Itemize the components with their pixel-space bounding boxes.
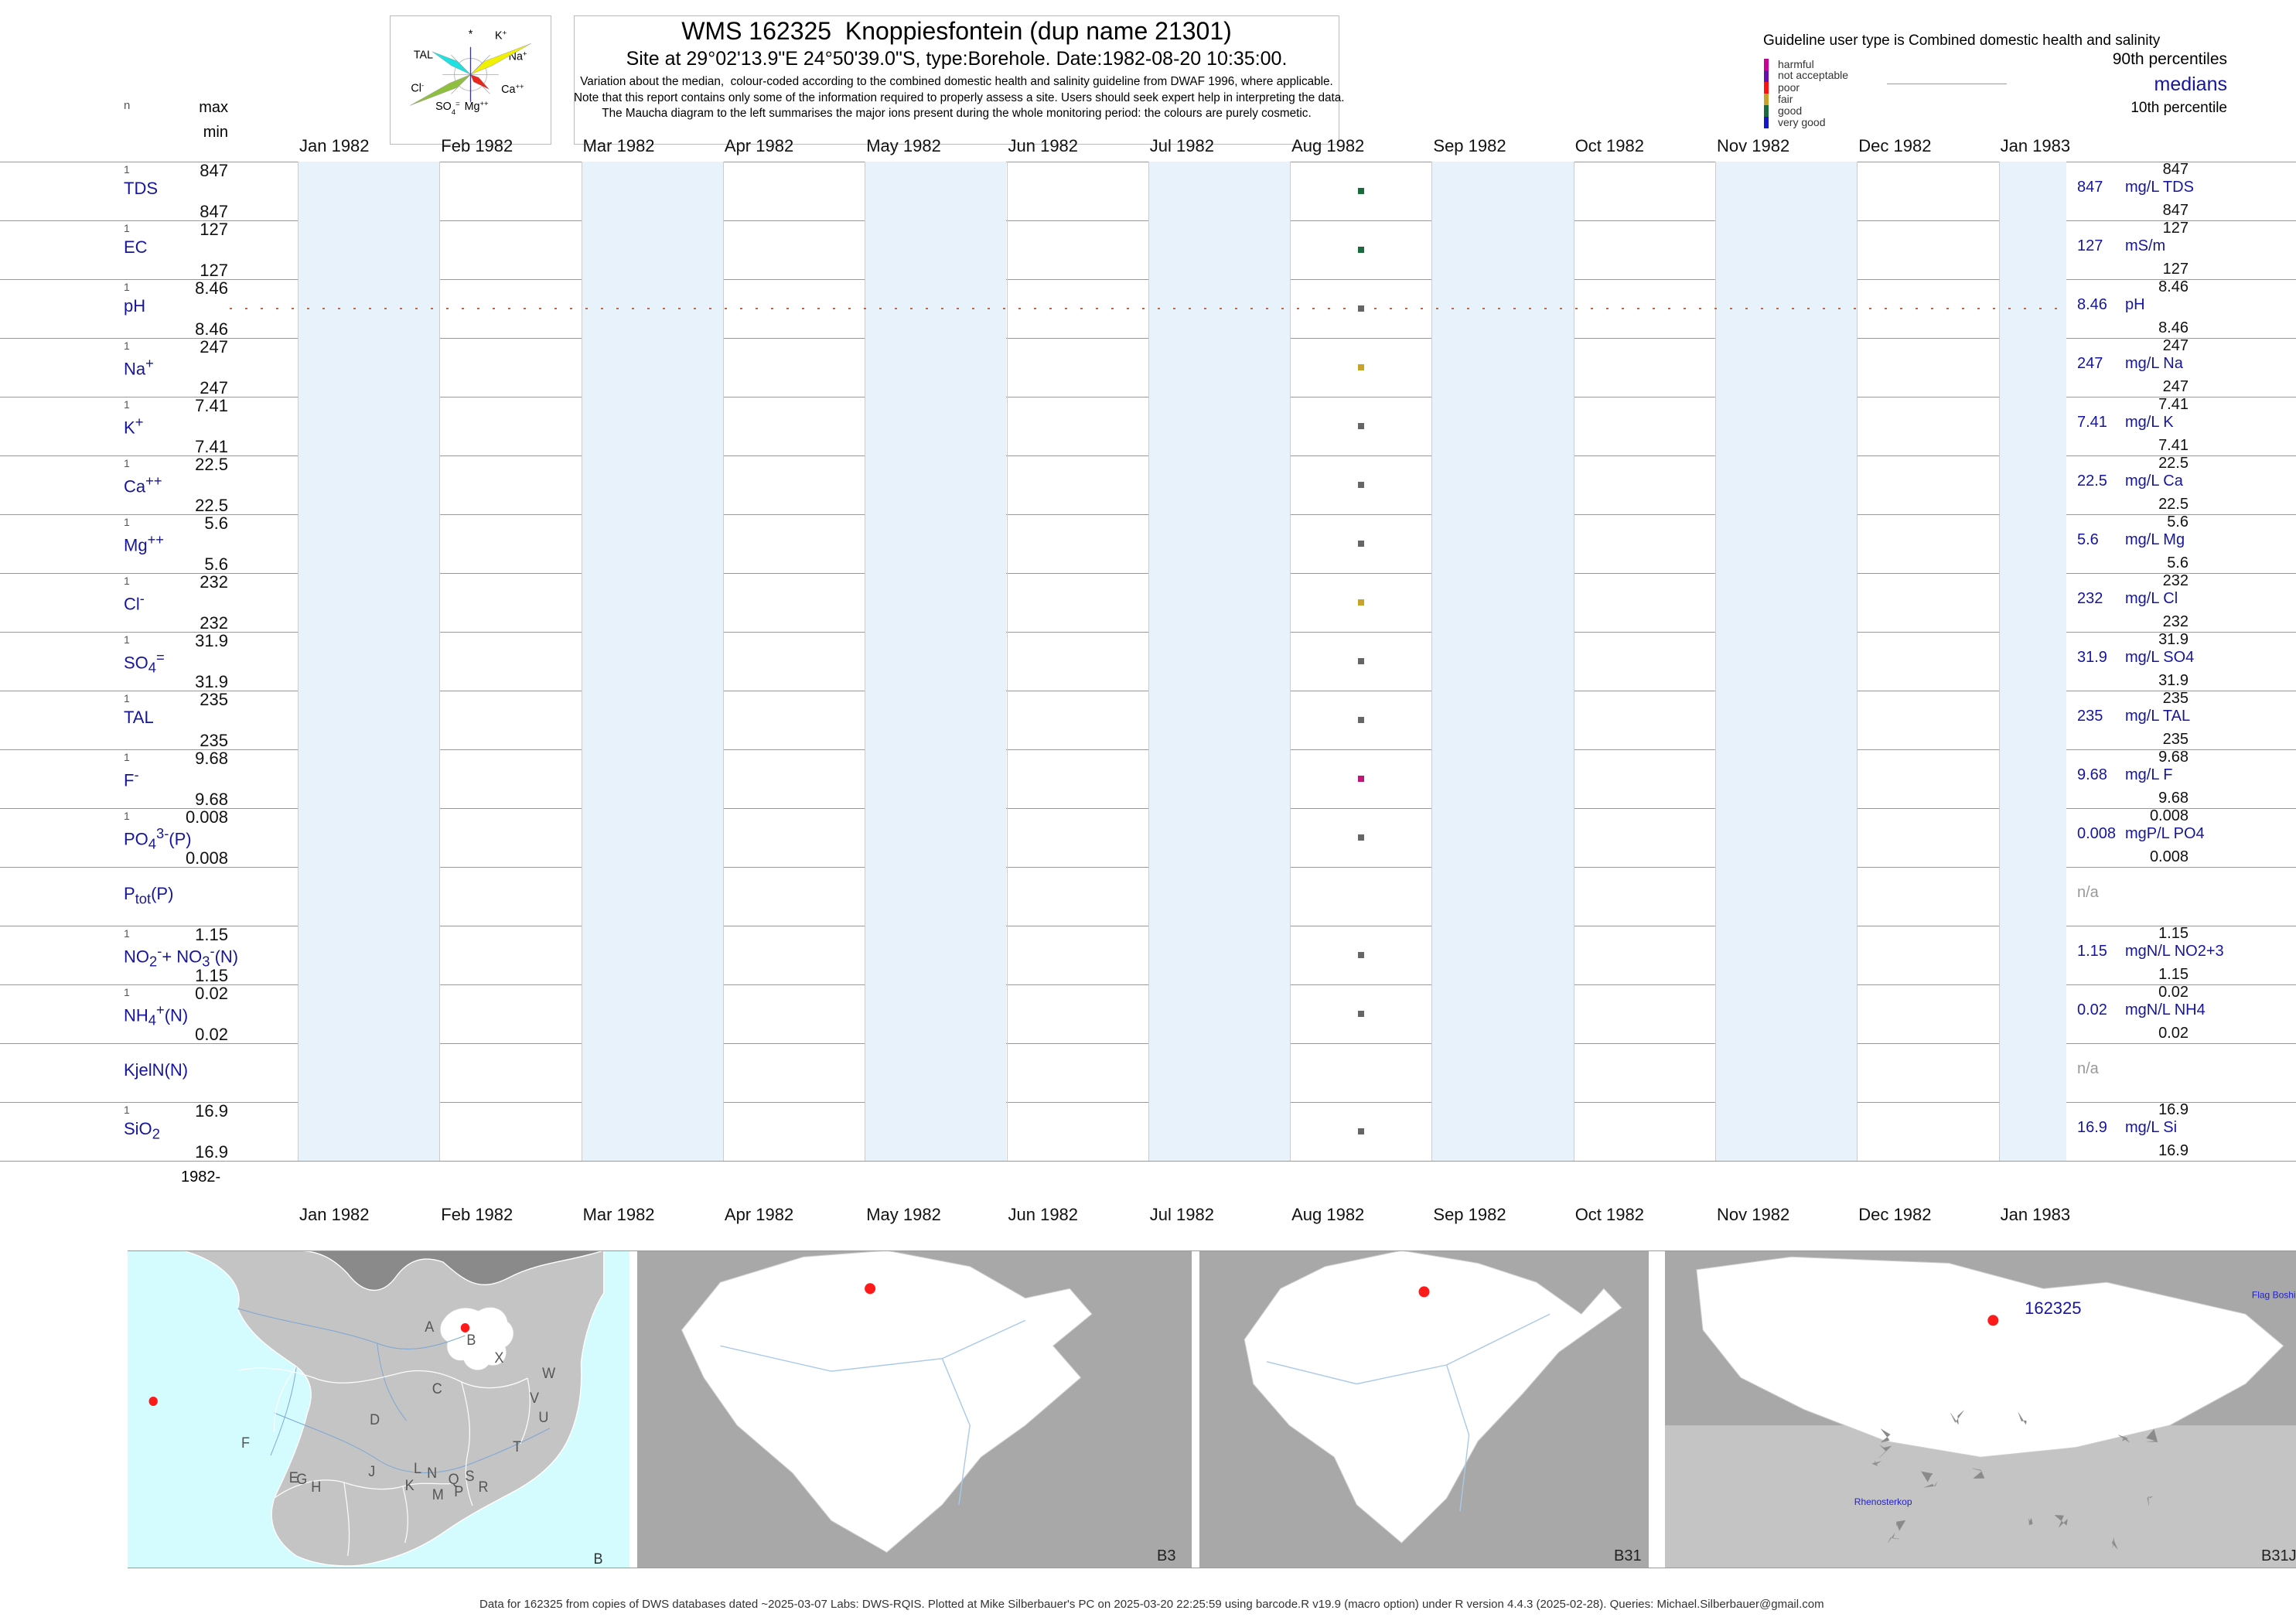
svg-text:T: T xyxy=(513,1438,521,1455)
svg-text:H: H xyxy=(311,1479,321,1496)
svg-text:B31: B31 xyxy=(1614,1547,1642,1564)
svg-text:W: W xyxy=(542,1365,556,1382)
svg-text:K: K xyxy=(405,1477,415,1494)
svg-text:N: N xyxy=(427,1465,437,1482)
svg-text:M: M xyxy=(432,1486,444,1503)
svg-text:K+: K+ xyxy=(495,29,507,43)
svg-text:*: * xyxy=(469,29,473,41)
svg-text:A: A xyxy=(425,1319,435,1336)
svg-text:Cl-: Cl- xyxy=(411,81,424,95)
svg-text:G: G xyxy=(296,1471,307,1488)
svg-text:D: D xyxy=(370,1411,380,1428)
svg-text:U: U xyxy=(538,1409,548,1426)
svg-text:TAL: TAL xyxy=(414,49,433,61)
svg-text:P: P xyxy=(454,1483,463,1500)
svg-text:162325: 162325 xyxy=(2025,1298,2081,1318)
svg-text:Ca++: Ca++ xyxy=(501,83,524,96)
svg-text:Rhenosterkop: Rhenosterkop xyxy=(1854,1496,1912,1507)
svg-text:B: B xyxy=(466,1332,476,1349)
svg-text:SO4=: SO4= xyxy=(435,100,460,117)
svg-text:B3: B3 xyxy=(1157,1547,1175,1564)
svg-text:B: B xyxy=(594,1551,603,1568)
svg-text:L: L xyxy=(414,1460,421,1477)
svg-text:C: C xyxy=(432,1380,442,1397)
svg-text:B31J: B31J xyxy=(2261,1547,2296,1564)
svg-text:R: R xyxy=(479,1479,489,1496)
svg-text:J: J xyxy=(368,1463,375,1480)
svg-text:Flag Boshie: Flag Boshie xyxy=(2252,1290,2296,1301)
svg-text:V: V xyxy=(530,1390,540,1407)
svg-text:F: F xyxy=(241,1435,250,1452)
svg-text:Mg++: Mg++ xyxy=(465,100,489,114)
svg-text:S: S xyxy=(465,1468,474,1485)
svg-text:X: X xyxy=(494,1349,503,1366)
